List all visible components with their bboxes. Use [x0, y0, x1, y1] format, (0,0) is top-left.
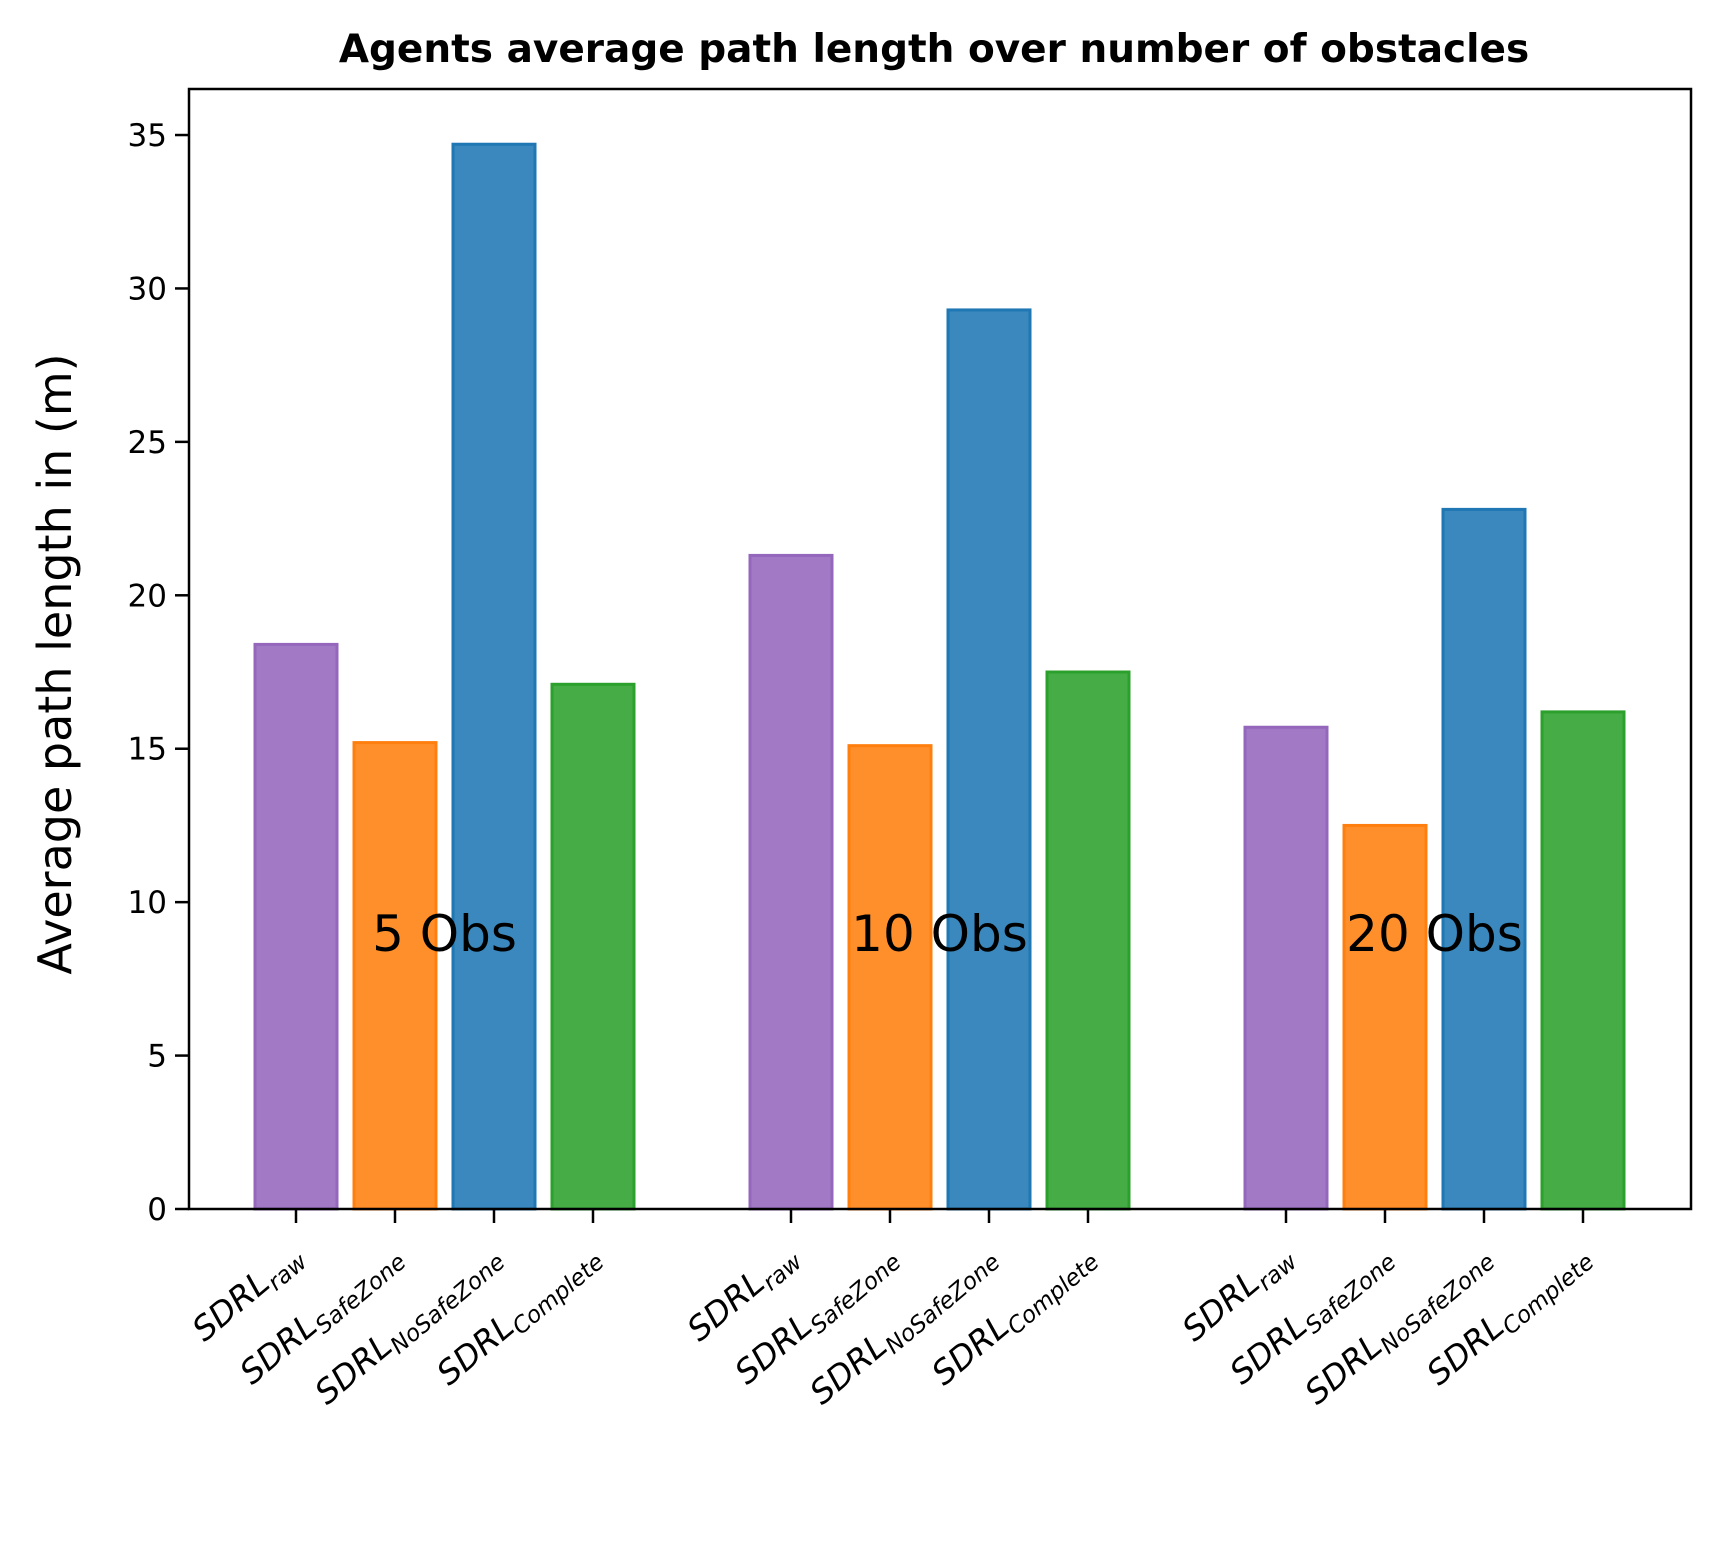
x-tick-label: SDRLComplete	[924, 1235, 1104, 1396]
bar-10-obs-nosafezone	[946, 308, 1032, 1211]
y-tick-label: 35	[128, 118, 167, 154]
y-tick-label: 0	[147, 1192, 167, 1228]
bar-5-obs-safezone	[352, 741, 438, 1211]
x-tick-label: SDRLComplete	[429, 1235, 609, 1396]
bar-5-obs-raw	[253, 642, 339, 1211]
x-tick-label: SDRLComplete	[1419, 1235, 1599, 1396]
y-tick-label: 15	[128, 732, 167, 768]
bar-10-obs-complete	[1045, 670, 1131, 1211]
group-label: 10 Obs	[851, 905, 1028, 963]
group-labels-layer: 5 Obs 10 Obs 20 Obs	[372, 905, 1523, 963]
bar-5-obs-complete	[550, 682, 636, 1211]
y-tick-label: 5	[147, 1039, 167, 1075]
y-tick-label: 30	[128, 271, 167, 307]
group-label: 20 Obs	[1346, 905, 1523, 963]
y-axis-label: Average path length in (m)	[28, 353, 82, 974]
bar-20-obs-raw	[1243, 725, 1329, 1211]
bars-layer	[253, 142, 1626, 1211]
group-label: 5 Obs	[372, 905, 517, 963]
y-axis: 0 5 10 15 20 25 30 35	[128, 118, 189, 1228]
plot-frame	[187, 87, 1693, 1211]
bar-20-obs-safezone	[1342, 823, 1428, 1211]
x-axis: SDRLrawSDRLSafeZoneSDRLNoSafeZoneSDRLCom…	[184, 1209, 1599, 1412]
bar-10-obs-safezone	[847, 744, 933, 1211]
y-tick-label: 20	[128, 578, 167, 614]
chart-title: Agents average path length over number o…	[339, 27, 1529, 72]
bar-5-obs-nosafezone	[451, 142, 537, 1211]
y-tick-label: 10	[128, 885, 167, 921]
bar-20-obs-nosafezone	[1441, 507, 1527, 1211]
bar-20-obs-complete	[1540, 710, 1626, 1211]
y-tick-label: 25	[128, 425, 167, 461]
bar-10-obs-raw	[748, 553, 834, 1211]
